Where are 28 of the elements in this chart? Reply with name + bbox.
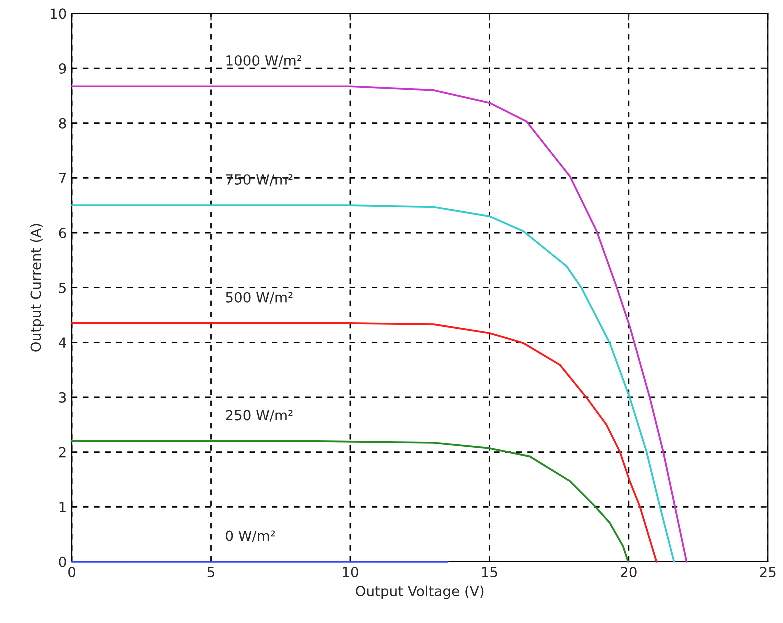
y-tick-label: 9 (59, 64, 66, 74)
y-tick-label: 5 (59, 282, 66, 294)
line-series (71, 440, 630, 563)
y-tick-label: 6 (59, 228, 66, 238)
y-tick-label: 0 (59, 556, 66, 568)
series-label: 500 W/m² (226, 292, 293, 304)
series-label: 1000 W/m² (226, 55, 302, 68)
y-tick-label: 1 (60, 502, 66, 512)
y-tick-label: 8 (59, 118, 66, 129)
line-series (71, 204, 676, 563)
y-tick-label: 4 (59, 338, 66, 348)
y-tick-label: 2 (59, 447, 66, 458)
x-tick-label: 15 (482, 567, 498, 578)
x-tick-label: 20 (621, 567, 637, 578)
y-tick-label: 10 (51, 8, 66, 20)
series-label: 0 W/m² (226, 530, 276, 542)
line-series (71, 322, 658, 563)
x-axis-title: Output Voltage (V) (356, 586, 484, 600)
x-tick-label: 5 (208, 567, 214, 578)
series-label: 250 W/m² (226, 410, 293, 422)
y-tick-label: 3 (59, 392, 66, 403)
line-series (71, 86, 688, 563)
y-axis-title: Output Current (A) (30, 224, 44, 352)
series-label: 750 W/m² (226, 174, 293, 186)
x-tick-label: 25 (760, 567, 776, 578)
x-tick-label: 0 (68, 567, 76, 578)
y-tick-label: 7 (59, 173, 66, 184)
x-tick-label: 10 (343, 567, 358, 578)
